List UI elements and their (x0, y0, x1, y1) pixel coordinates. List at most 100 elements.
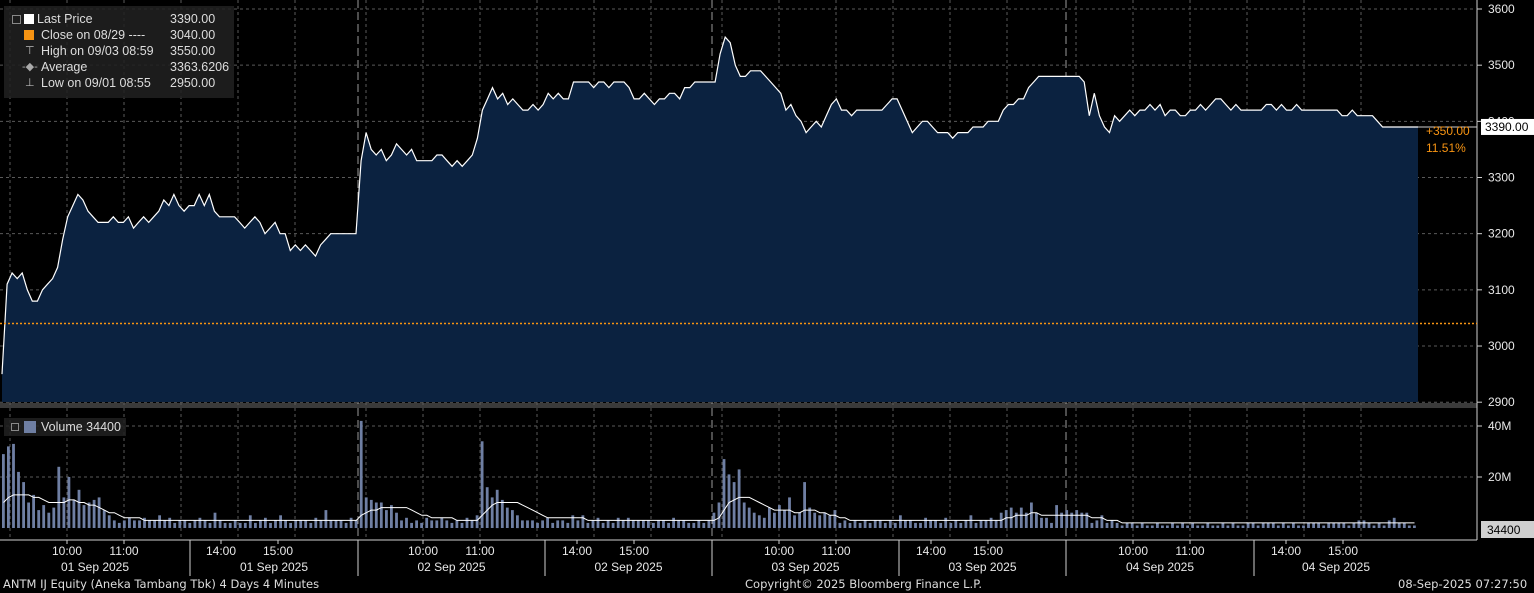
volume-bar (1120, 525, 1124, 528)
volume-bar (1030, 502, 1033, 528)
volume-bar (435, 520, 439, 528)
price-axis-label: 3300 (1488, 171, 1515, 185)
volume-bar (1231, 522, 1235, 528)
volume-bar (1372, 525, 1376, 528)
volume-bar (808, 507, 812, 528)
volume-bar (521, 520, 524, 528)
volume-bar (883, 522, 887, 528)
volume-bar (289, 522, 292, 528)
volume-bar (636, 520, 640, 528)
volume-bar (72, 499, 76, 528)
volume-bar (1105, 522, 1109, 528)
volume-bar (969, 515, 973, 529)
volume-bar (959, 522, 963, 528)
x-axis-time-label: 15:00 (263, 544, 293, 558)
volume-bar (1292, 522, 1295, 528)
volume-bar (1150, 525, 1154, 528)
average-marker-icon: -◆- (22, 61, 38, 73)
volume-bar (269, 522, 272, 528)
volume-bar (672, 517, 675, 528)
volume-bar (773, 512, 776, 528)
volume-bar (1302, 525, 1305, 528)
volume-bar (762, 517, 766, 528)
volume-bar (42, 505, 46, 528)
volume-bar (339, 520, 343, 528)
volume-bar (369, 499, 373, 528)
volume-bar (1161, 525, 1164, 528)
volume-bar (783, 510, 786, 528)
volume-bar (470, 520, 474, 528)
volume-bar (742, 502, 746, 528)
volume-bar (1397, 522, 1401, 528)
legend-low-row: ⊥ Low on 09/01 08:55 2950.00 (4, 75, 234, 91)
x-axis-time-label: 14:00 (206, 544, 236, 558)
volume-bar (410, 522, 413, 528)
close-swatch-icon (24, 30, 34, 40)
volume-bar (949, 522, 953, 528)
last-volume-tag: 34400 (1487, 523, 1521, 537)
volume-bar (1115, 522, 1119, 528)
volume-bar (516, 515, 519, 529)
volume-bar (228, 522, 232, 528)
volume-bar (652, 522, 655, 528)
collapse-icon[interactable] (11, 423, 19, 431)
volume-bar (561, 520, 565, 528)
volume-bar (899, 515, 902, 529)
volume-bar (12, 443, 15, 528)
volume-bar (279, 515, 282, 529)
volume-bar (92, 499, 96, 528)
last-price-label: Last Price (37, 12, 93, 26)
volume-bar (888, 520, 892, 528)
volume-label: Volume 34400 (41, 420, 121, 434)
x-axis-time-label: 15:00 (973, 544, 1003, 558)
legend-high-row: ⊤ High on 09/03 08:59 3550.00 (4, 43, 234, 59)
volume-bar (833, 510, 837, 528)
volume-bar (843, 520, 847, 528)
volume-bar (1186, 525, 1189, 528)
volume-bar (682, 520, 686, 528)
axes: 360035003400330032003100300029003390.00+… (52, 2, 1534, 576)
low-value: 2950.00 (170, 76, 216, 90)
x-axis-date-label: 02 Sep 2025 (417, 560, 485, 574)
volume-bar (1019, 507, 1023, 528)
volume-bar (148, 520, 151, 528)
volume-bar (465, 517, 469, 528)
volume-bar (858, 522, 862, 528)
volume-bar (1191, 522, 1194, 528)
volume-bar (188, 522, 192, 528)
volume-bar (803, 482, 806, 528)
volume-bar (818, 515, 822, 529)
price-legend: Last Price 3390.00 Close on 08/29 ---- 3… (4, 6, 234, 98)
volume-bar (27, 502, 30, 528)
volume-bar (385, 510, 388, 528)
volume-bar (259, 520, 262, 528)
volume-bar (400, 520, 403, 528)
collapse-icon[interactable] (12, 15, 21, 24)
x-axis-time-label: 11:00 (821, 544, 850, 558)
last-price-tag-box (1481, 118, 1534, 135)
volume-bar (944, 517, 948, 528)
low-label: Low on 09/01 08:55 (41, 76, 151, 90)
volume-bar (1362, 520, 1366, 528)
close-value: 3040.00 (170, 28, 216, 42)
volume-bar (1402, 522, 1406, 528)
volume-bar (173, 522, 177, 528)
volume-bar (1181, 522, 1184, 528)
volume-bar (601, 522, 605, 528)
x-axis-time-label: 11:00 (109, 544, 138, 558)
price-axis-label: 3600 (1488, 2, 1515, 16)
volume-bar (1211, 525, 1215, 528)
x-axis-date-label: 01 Sep 2025 (61, 560, 129, 574)
volume-bar (1382, 525, 1386, 528)
volume-bar (556, 520, 560, 528)
volume-bar (430, 520, 434, 528)
x-axis-date-label: 03 Sep 2025 (771, 560, 839, 574)
volume-bar (254, 522, 257, 528)
volume-bar (1312, 522, 1315, 528)
volume-bar (1035, 512, 1038, 528)
volume-bar (1080, 512, 1084, 528)
volume-bar (304, 520, 308, 528)
x-axis-date-label: 03 Sep 2025 (948, 560, 1016, 574)
legend-last-price-row: Last Price 3390.00 (4, 11, 234, 27)
